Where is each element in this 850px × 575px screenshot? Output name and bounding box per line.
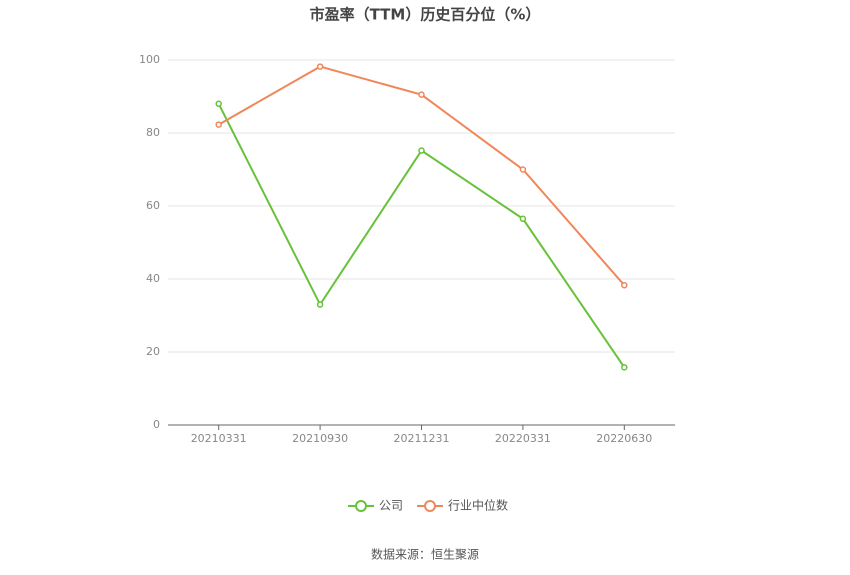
point <box>316 63 324 70</box>
chart-title: 市盈率（TTM）历史百分位（%） <box>310 6 541 24</box>
point <box>215 121 222 128</box>
series-line <box>217 103 626 368</box>
y-tick-label: 100 <box>139 53 160 66</box>
point <box>215 100 222 108</box>
legend-label: 公司 <box>379 499 403 513</box>
legend-marker <box>355 500 367 512</box>
point <box>519 215 527 223</box>
series-line <box>218 65 626 286</box>
source: 数据来源：恒生聚源 <box>371 547 479 562</box>
point <box>519 166 527 173</box>
x-tick-label: 20211231 <box>394 432 450 445</box>
point <box>418 91 425 98</box>
x-tick-label: 20220630 <box>596 432 652 445</box>
y-tick-label: 60 <box>146 199 160 212</box>
point <box>621 364 628 371</box>
y-tick-label: 20 <box>146 345 160 358</box>
y-tick-label: 40 <box>146 272 160 285</box>
x-tick-label: 20220331 <box>495 432 551 445</box>
point <box>418 147 425 154</box>
y-tick-label: 80 <box>146 126 160 139</box>
point <box>316 301 324 308</box>
legend-label: 行业中位数 <box>448 498 508 513</box>
y-tick-label: 0 <box>153 418 160 431</box>
point <box>621 281 628 289</box>
legend-marker <box>424 500 437 512</box>
x-tick-label: 20210331 <box>191 432 247 445</box>
x-tick-label: 20210930 <box>292 432 348 445</box>
